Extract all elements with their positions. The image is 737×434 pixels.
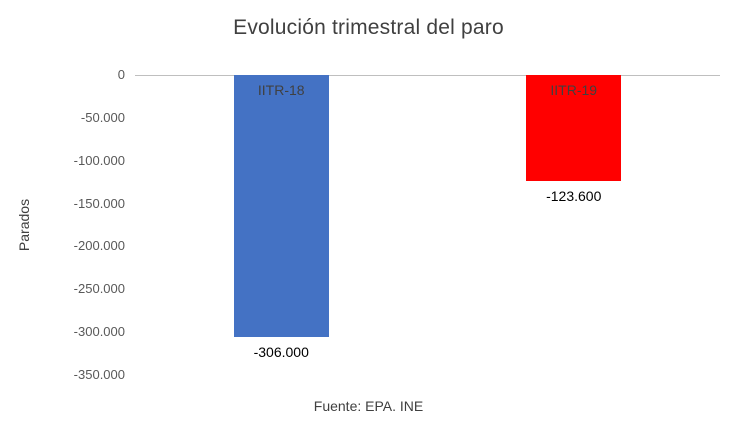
category-label: IITR-19 [550, 82, 598, 98]
y-tick-label: -200.000 [73, 238, 125, 254]
y-tick-label: 0 [117, 67, 125, 82]
data-label: -306.000 [253, 344, 309, 361]
y-tick-label: -250.000 [73, 281, 125, 297]
y-tick-label: -150.000 [73, 195, 125, 211]
y-tick-label: -350.000 [73, 367, 125, 382]
y-axis-title: Parados [16, 198, 32, 252]
bar-IITR-19 [526, 75, 622, 181]
bar-IITR-18 [233, 75, 329, 338]
source-caption: Fuente: EPA. INE [313, 398, 424, 414]
data-label: -123.600 [546, 187, 602, 204]
y-tick-label: -100.000 [73, 152, 125, 168]
category-label: IITR-18 [257, 82, 305, 98]
x-axis-line [135, 75, 720, 76]
chart-title: Evolución trimestral del paro [233, 16, 504, 39]
y-tick-label: -300.000 [73, 324, 125, 340]
y-tick-label: -50.000 [80, 109, 125, 125]
